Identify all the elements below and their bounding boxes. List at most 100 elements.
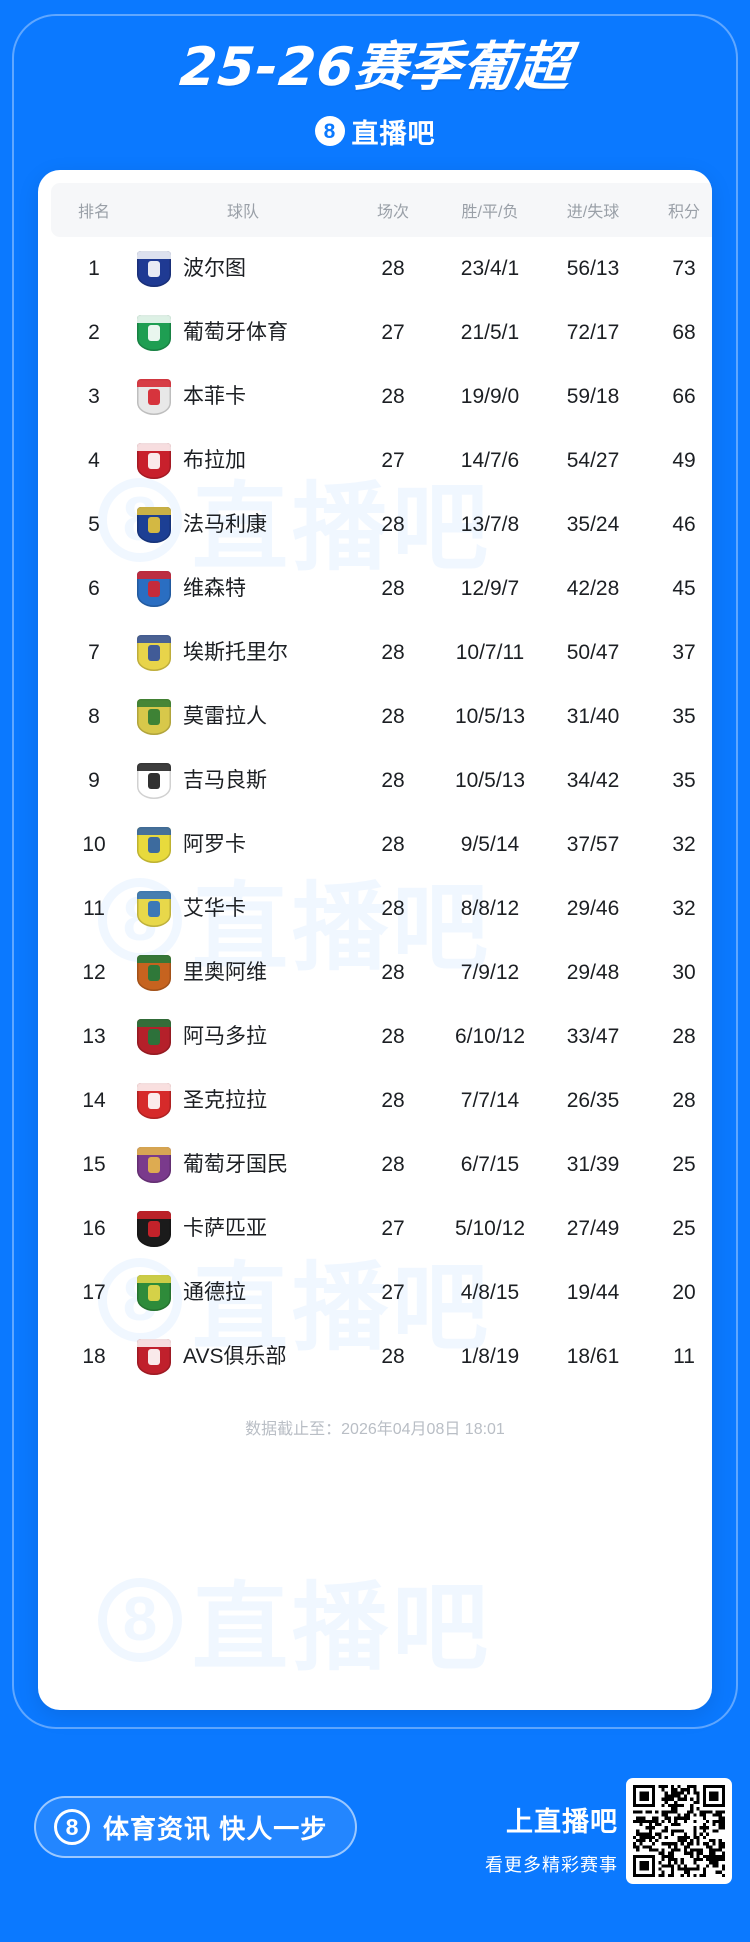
column-header-team: 球队 <box>137 183 349 237</box>
team-name: 布拉加 <box>183 449 246 473</box>
table-row[interactable]: 11 艾华卡 28 8/8/12 29/46 32 <box>51 877 712 941</box>
team-crest-icon <box>137 1275 171 1311</box>
qr-code-image <box>633 1785 725 1877</box>
table-row[interactable]: 6 维森特 28 12/9/7 42/28 45 <box>51 557 712 621</box>
table-row[interactable]: 15 葡萄牙国民 28 6/7/15 31/39 25 <box>51 1133 712 1197</box>
cell-points: 32 <box>672 897 696 920</box>
cell-points: 28 <box>672 1025 696 1048</box>
brand-logo: 8 直播吧 <box>314 112 436 151</box>
table-row[interactable]: 10 阿罗卡 28 9/5/14 37/57 32 <box>51 813 712 877</box>
data-timestamp: 数据截止至：2026年04月08日 18:01 <box>245 1421 505 1438</box>
table-row[interactable]: 7 埃斯托里尔 28 10/7/11 50/47 37 <box>51 621 712 685</box>
team-crest-icon <box>137 1083 171 1119</box>
cell-team: 里奥阿维 <box>137 941 349 1005</box>
promo-title: 上直播吧 <box>506 1807 618 1837</box>
table-row[interactable]: 8 莫雷拉人 28 10/5/13 31/40 35 <box>51 685 712 749</box>
standings-card: 8 直播吧 8 直播吧 8 直播吧 8 直播吧 排名 球队 场次 胜/平/负 进 <box>38 170 712 1710</box>
table-row[interactable]: 3 本菲卡 28 19/9/0 59/18 66 <box>51 365 712 429</box>
cell-points: 66 <box>672 385 696 408</box>
cell-goals: 54/27 <box>566 449 620 472</box>
cell-team: 埃斯托里尔 <box>137 621 349 685</box>
team-name: 卡萨匹亚 <box>183 1217 267 1241</box>
cell-wdl: 1/8/19 <box>460 1345 520 1368</box>
cell-team: 葡萄牙体育 <box>137 301 349 365</box>
team-crest-icon <box>137 251 171 287</box>
table-row[interactable]: 14 圣克拉拉 28 7/7/14 26/35 28 <box>51 1069 712 1133</box>
cell-played: 28 <box>381 385 405 408</box>
cell-wdl: 6/7/15 <box>460 1153 520 1176</box>
cell-points: 20 <box>672 1281 696 1304</box>
cell-team: 法马利康 <box>137 493 349 557</box>
cell-team: 布拉加 <box>137 429 349 493</box>
cell-team: 维森特 <box>137 557 349 621</box>
cell-wdl: 8/8/12 <box>460 897 520 920</box>
cell-played: 27 <box>381 1217 405 1240</box>
team-crest-icon <box>137 699 171 735</box>
cell-goals: 26/35 <box>566 1089 620 1112</box>
team-crest-icon <box>137 955 171 991</box>
cell-points: 45 <box>672 577 696 600</box>
bottom-bar: 8 体育资讯 快人一步 上直播吧 看更多精彩赛事 <box>0 1752 750 1942</box>
cell-wdl: 9/5/14 <box>460 833 520 856</box>
cell-team: 波尔图 <box>137 237 349 301</box>
cell-rank: 9 <box>88 769 100 792</box>
table-row[interactable]: 18 AVS俱乐部 28 1/8/19 18/61 11 <box>51 1325 712 1389</box>
team-name: 吉马良斯 <box>183 769 267 793</box>
column-header-rank: 排名 <box>51 183 137 237</box>
cell-rank: 14 <box>82 1089 106 1112</box>
cell-team: 吉马良斯 <box>137 749 349 813</box>
table-row[interactable]: 1 波尔图 28 23/4/1 56/13 73 <box>51 237 712 301</box>
team-crest-icon <box>137 571 171 607</box>
cell-played: 28 <box>381 1089 405 1112</box>
team-crest-icon <box>137 443 171 479</box>
cell-played: 28 <box>381 769 405 792</box>
table-row[interactable]: 12 里奥阿维 28 7/9/12 29/48 30 <box>51 941 712 1005</box>
cell-team: 葡萄牙国民 <box>137 1133 349 1197</box>
qr-code[interactable] <box>626 1778 732 1884</box>
cell-goals: 31/39 <box>566 1153 620 1176</box>
table-row[interactable]: 4 布拉加 27 14/7/6 54/27 49 <box>51 429 712 493</box>
sports-news-pill[interactable]: 8 体育资讯 快人一步 <box>34 1796 358 1858</box>
cell-played: 28 <box>381 961 405 984</box>
standings-table: 排名 球队 场次 胜/平/负 进/失球 积分 1 波尔图 28 23/4/1 56/13… <box>51 183 712 1389</box>
cell-wdl: 13/7/8 <box>460 513 520 536</box>
cell-team: 阿马多拉 <box>137 1005 349 1069</box>
table-row[interactable]: 17 通德拉 27 4/8/15 19/44 20 <box>51 1261 712 1325</box>
table-row[interactable]: 9 吉马良斯 28 10/5/13 34/42 35 <box>51 749 712 813</box>
cell-wdl: 6/10/12 <box>454 1025 526 1048</box>
column-header-points: 积分 <box>643 183 712 237</box>
cell-wdl: 7/7/14 <box>460 1089 520 1112</box>
cell-rank: 3 <box>88 385 100 408</box>
team-crest-icon <box>137 1339 171 1375</box>
table-row[interactable]: 5 法马利康 28 13/7/8 35/24 46 <box>51 493 712 557</box>
team-name: 里奥阿维 <box>183 961 267 985</box>
team-crest-icon <box>137 763 171 799</box>
cell-team: 卡萨匹亚 <box>137 1197 349 1261</box>
cell-team: 艾华卡 <box>137 877 349 941</box>
cell-team: 通德拉 <box>137 1261 349 1325</box>
team-name: 阿罗卡 <box>183 833 246 857</box>
cell-wdl: 23/4/1 <box>460 257 520 280</box>
team-crest-icon <box>137 827 171 863</box>
team-name: 圣克拉拉 <box>183 1089 267 1113</box>
team-name: 法马利康 <box>183 513 267 537</box>
team-name: 葡萄牙国民 <box>183 1153 288 1177</box>
cell-team: AVS俱乐部 <box>137 1325 349 1389</box>
team-name: 波尔图 <box>183 257 246 281</box>
cell-wdl: 10/5/13 <box>454 769 526 792</box>
watermark-badge-icon: 8 <box>98 1577 182 1662</box>
cell-goals: 29/46 <box>566 897 620 920</box>
table-row[interactable]: 2 葡萄牙体育 27 21/5/1 72/17 68 <box>51 301 712 365</box>
team-name: 葡萄牙体育 <box>183 321 288 345</box>
cell-team: 莫雷拉人 <box>137 685 349 749</box>
cell-rank: 13 <box>82 1025 106 1048</box>
team-crest-icon <box>137 1019 171 1055</box>
cell-points: 25 <box>672 1217 696 1240</box>
cell-team: 圣克拉拉 <box>137 1069 349 1133</box>
table-row[interactable]: 16 卡萨匹亚 27 5/10/12 27/49 25 <box>51 1197 712 1261</box>
cell-team: 本菲卡 <box>137 365 349 429</box>
promo-subtitle: 看更多精彩赛事 <box>485 1855 618 1875</box>
cell-goals: 29/48 <box>566 961 620 984</box>
cell-played: 27 <box>381 1281 405 1304</box>
table-row[interactable]: 13 阿马多拉 28 6/10/12 33/47 28 <box>51 1005 712 1069</box>
